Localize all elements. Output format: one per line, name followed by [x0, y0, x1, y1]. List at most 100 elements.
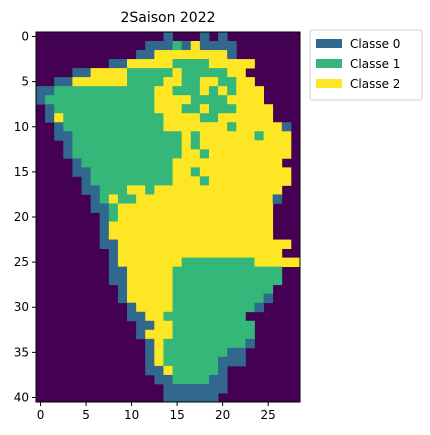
- legend-label: Classe 2: [350, 77, 400, 91]
- heatmap-cell-class-0: [281, 122, 292, 132]
- heatmap-cell-class-1: [127, 140, 137, 150]
- heatmap-cell-class-2: [218, 149, 228, 159]
- y-tick-label: 5: [21, 75, 29, 89]
- heatmap-cell-class-0: [127, 311, 137, 322]
- heatmap-cell-class-0: [199, 41, 210, 51]
- heatmap-cell-class-1: [163, 149, 173, 159]
- heatmap-cell-class-0: [199, 392, 210, 403]
- heatmap-cell-class-2: [163, 266, 173, 277]
- heatmap-cell-class-2: [190, 41, 201, 51]
- heatmap-cell-class-1: [90, 167, 101, 177]
- heatmap-cell-class-1: [99, 194, 110, 204]
- heatmap-cell-class-1: [145, 104, 155, 114]
- heatmap-cell-class-2: [227, 176, 237, 186]
- heatmap-cell-class-1: [190, 266, 201, 277]
- heatmap-cell-class-2: [254, 149, 264, 159]
- heatmap-cell-class-2: [218, 230, 228, 240]
- heatmap-cell-class-1: [117, 122, 128, 132]
- heatmap-cell-class-2: [236, 95, 246, 105]
- heatmap-cell-class-2: [190, 248, 201, 259]
- heatmap-cell-class-2: [254, 248, 264, 259]
- heatmap-cell-class-2: [254, 203, 264, 213]
- heatmap-cell-class-0: [36, 95, 46, 105]
- heatmap-cell-class-2: [208, 149, 219, 159]
- heatmap-cell-class-1: [199, 302, 210, 313]
- heatmap-cell-class-0: [208, 392, 219, 403]
- heatmap-cell-class-1: [227, 302, 237, 313]
- heatmap-cell-class-2: [117, 77, 128, 87]
- heatmap-cell-class-2: [108, 221, 119, 231]
- heatmap-cell-class-2: [218, 248, 228, 259]
- heatmap-cell-class-1: [227, 266, 237, 277]
- heatmap-cell-class-2: [190, 176, 201, 186]
- heatmap-cell-class-1: [208, 338, 219, 349]
- heatmap-cell-class-2: [208, 140, 219, 150]
- heatmap-cell-class-0: [145, 41, 155, 51]
- heatmap-cell-class-2: [154, 185, 164, 195]
- heatmap-cell-class-2: [190, 212, 201, 222]
- heatmap-cell-class-2: [145, 221, 155, 231]
- heatmap-cell-class-1: [172, 356, 183, 367]
- heatmap-cell-class-2: [199, 104, 210, 114]
- heatmap-cell-class-0: [81, 176, 92, 186]
- heatmap-cell-class-2: [272, 131, 283, 141]
- heatmap-cell-class-1: [218, 284, 228, 295]
- heatmap-cell-class-2: [163, 320, 173, 331]
- heatmap-cell-class-2: [208, 131, 219, 141]
- heatmap-cell-class-2: [263, 212, 274, 222]
- heatmap-cell-class-1: [90, 95, 101, 105]
- heatmap-cell-class-0: [254, 302, 264, 313]
- heatmap-cell-class-2: [263, 239, 274, 249]
- heatmap-cell-class-0: [236, 347, 246, 358]
- heatmap-cell-class-2: [245, 203, 255, 213]
- heatmap-cell-class-2: [108, 77, 119, 87]
- heatmap-cell-class-2: [190, 230, 201, 240]
- heatmap-cell-class-2: [272, 185, 283, 195]
- heatmap-cell-class-2: [172, 122, 183, 132]
- heatmap-cell-class-2: [154, 302, 164, 313]
- heatmap-cell-class-1: [90, 149, 101, 159]
- heatmap-cell-class-2: [163, 86, 173, 96]
- heatmap-cell-class-2: [281, 257, 292, 268]
- heatmap-cell-class-0: [218, 356, 228, 367]
- heatmap-cell-class-2: [208, 239, 219, 249]
- heatmap-cell-class-2: [154, 266, 164, 277]
- heatmap-cell-class-0: [108, 248, 119, 259]
- heatmap-cell-class-2: [263, 122, 274, 132]
- heatmap-cell-class-2: [227, 221, 237, 231]
- heatmap-cell-class-1: [236, 329, 246, 340]
- heatmap-cell-class-2: [136, 275, 146, 286]
- heatmap-cell-class-2: [199, 131, 210, 141]
- heatmap-cell-class-1: [108, 185, 119, 195]
- heatmap-cell-class-2: [163, 95, 173, 105]
- heatmap-cell-class-1: [81, 113, 92, 123]
- heatmap-cell-class-1: [199, 95, 210, 105]
- heatmap-cell-class-1: [172, 293, 183, 304]
- heatmap-cell-class-2: [236, 86, 246, 96]
- heatmap-cell-class-2: [190, 203, 201, 213]
- heatmap-cell-class-2: [154, 284, 164, 295]
- heatmap-cell-class-1: [199, 59, 210, 69]
- heatmap-cell-class-2: [281, 239, 292, 249]
- x-tick-label: 15: [169, 408, 184, 422]
- heatmap-cell-class-1: [81, 104, 92, 114]
- heatmap-cell-class-2: [145, 212, 155, 222]
- heatmap-cell-class-2: [54, 113, 64, 123]
- heatmap-cell-class-1: [127, 149, 137, 159]
- heatmap-cell-class-1: [208, 86, 219, 96]
- heatmap-cell-class-1: [127, 104, 137, 114]
- heatmap-cell-class-1: [63, 86, 73, 96]
- heatmap-cell-class-0: [117, 284, 128, 295]
- heatmap-cell-class-1: [72, 149, 82, 159]
- heatmap-cell-class-2: [227, 68, 237, 78]
- heatmap-cell-class-2: [254, 104, 264, 114]
- heatmap-cell-class-0: [45, 113, 55, 123]
- heatmap-cell-class-2: [236, 239, 246, 249]
- heatmap-cell-class-1: [163, 167, 173, 177]
- heatmap-cell-class-2: [245, 230, 255, 240]
- heatmap-cell-class-1: [99, 86, 110, 96]
- heatmap-cell-class-2: [172, 104, 183, 114]
- heatmap-cell-class-1: [136, 86, 146, 96]
- heatmap-cell-class-1: [236, 338, 246, 349]
- heatmap-cell-class-1: [227, 257, 237, 268]
